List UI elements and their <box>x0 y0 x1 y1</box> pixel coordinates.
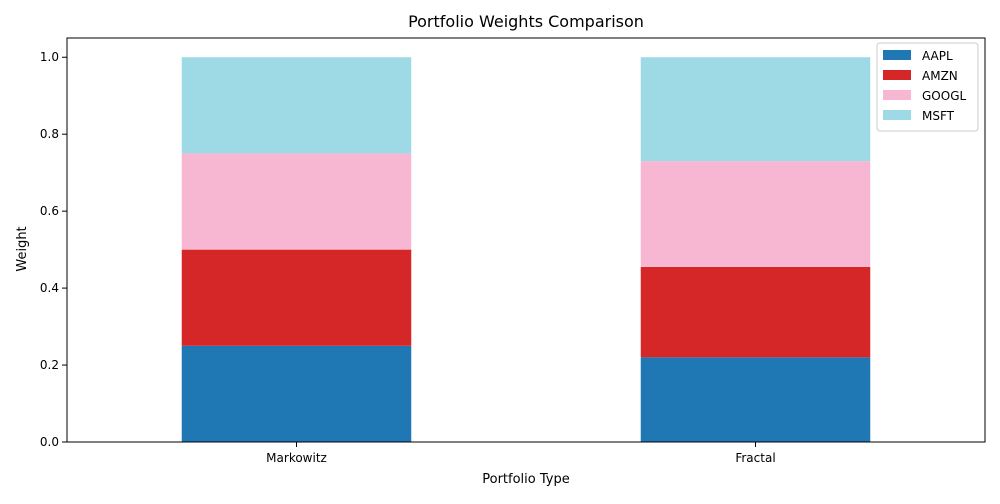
chart-title: Portfolio Weights Comparison <box>408 12 644 31</box>
y-tick-label: 0.8 <box>40 127 59 141</box>
bar-msft-fractal <box>640 57 871 162</box>
y-axis-label: Weight <box>15 226 30 271</box>
x-tick-label: Markowitz <box>266 451 327 465</box>
x-axis-label: Portfolio Type <box>482 472 569 487</box>
legend-swatch-googl <box>883 90 911 100</box>
bar-aapl-fractal <box>640 357 871 442</box>
legend-label-amzn: AMZN <box>922 69 958 83</box>
bar-amzn-markowitz <box>181 249 412 346</box>
legend-label-googl: GOOGL <box>922 89 966 103</box>
bar-msft-markowitz <box>181 57 412 154</box>
y-tick-label: 0.2 <box>40 358 59 372</box>
bar-aapl-markowitz <box>181 345 412 442</box>
x-tick-label: Fractal <box>735 451 775 465</box>
y-tick-label: 1.0 <box>40 50 59 64</box>
bar-googl-markowitz <box>181 153 412 250</box>
legend-label-msft: MSFT <box>922 109 955 123</box>
bar-amzn-fractal <box>640 266 871 358</box>
legend-box <box>876 42 979 132</box>
legend-label-aapl: AAPL <box>922 49 953 63</box>
legend: AAPL AMZN GOOGL MSFT <box>876 42 979 132</box>
bars-group <box>181 57 871 442</box>
legend-swatch-aapl <box>883 50 911 60</box>
bar-googl-fractal <box>640 161 871 267</box>
y-tick-label: 0.4 <box>40 281 59 295</box>
legend-swatch-amzn <box>883 70 911 80</box>
axes-group: 0.0 0.2 0.4 0.6 0.8 1.0 Markowitz Fractal <box>40 37 986 465</box>
y-tick-label: 0.6 <box>40 204 59 218</box>
y-tick-label: 0.0 <box>40 435 59 449</box>
legend-swatch-msft <box>883 110 911 120</box>
plot-frame <box>66 37 986 443</box>
